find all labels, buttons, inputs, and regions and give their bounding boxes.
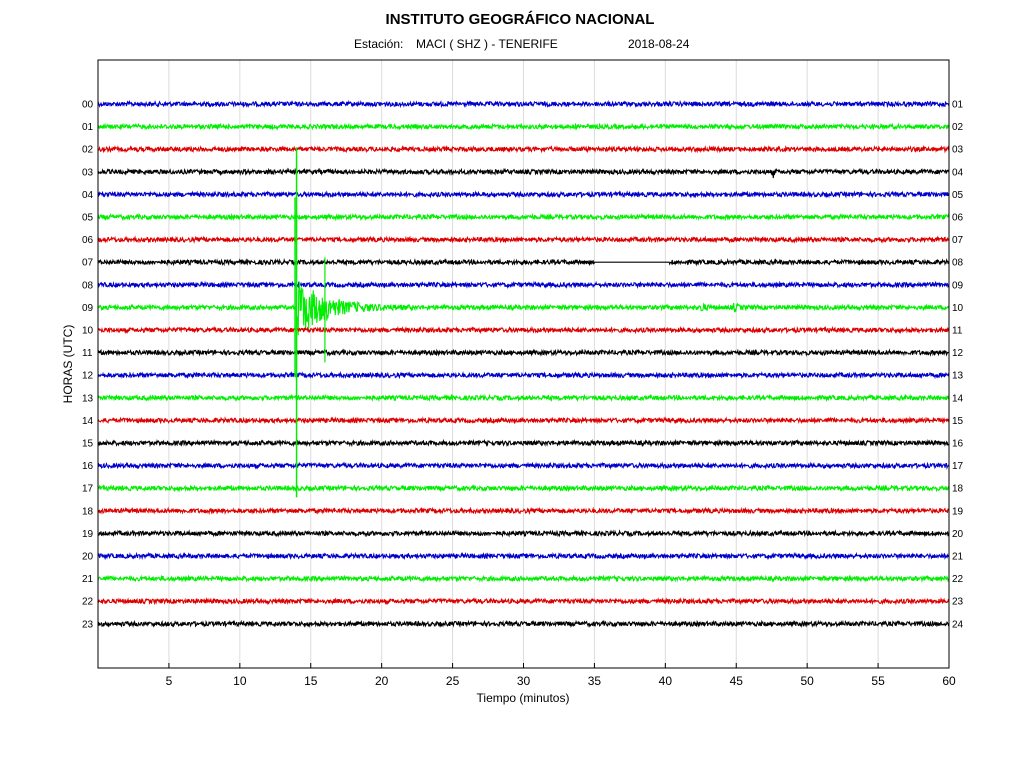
- station-name: MACI ( SHZ ) - TENERIFE: [416, 37, 558, 51]
- row-label-right: 16: [952, 439, 964, 450]
- chart-title: INSTITUTO GEOGRÁFICO NACIONAL: [385, 11, 655, 28]
- row-label-left: 05: [82, 213, 94, 224]
- row-label-left: 01: [82, 122, 94, 133]
- seismic-trace: [97, 529, 950, 538]
- row-label-left: 12: [82, 371, 94, 382]
- x-tick-label: 25: [446, 674, 460, 688]
- row-label-right: 17: [952, 461, 964, 472]
- seismic-trace: [97, 348, 950, 357]
- seismic-trace: [97, 325, 950, 335]
- seismic-trace: [97, 190, 950, 199]
- row-label-right: 24: [952, 619, 964, 630]
- x-tick-label: 60: [942, 674, 956, 688]
- x-tick-label: 30: [517, 674, 531, 688]
- row-label-right: 13: [952, 371, 964, 382]
- row-label-left: 19: [82, 529, 94, 540]
- x-axis-ticks: 5 10 15 20 25 30 35 40 45 50 55 60: [166, 663, 956, 688]
- row-label-left: 14: [82, 416, 94, 427]
- row-label-left: 00: [82, 100, 94, 111]
- row-label-right: 02: [952, 122, 964, 133]
- seismic-trace: [97, 596, 950, 606]
- row-label-left: 17: [82, 484, 94, 495]
- row-label-left: 09: [82, 303, 94, 314]
- row-label-right: 22: [952, 574, 964, 585]
- recording-date: 2018-08-24: [628, 37, 690, 51]
- seismic-trace: [97, 483, 950, 493]
- x-tick-label: 50: [800, 674, 814, 688]
- row-label-right: 20: [952, 529, 964, 540]
- x-axis-label: Tiempo (minutos): [477, 691, 570, 705]
- seismic-trace: [97, 144, 950, 154]
- row-label-right: 15: [952, 416, 964, 427]
- row-label-left: 16: [82, 461, 94, 472]
- row-label-left: 21: [82, 574, 94, 585]
- row-label-right: 10: [952, 303, 964, 314]
- row-label-left: 10: [82, 326, 94, 337]
- x-tick-label: 10: [233, 674, 247, 688]
- row-labels: 00 01 02 03 04 05 06 07 08 09 10 11 12 13 14 15 16 17 18 19…: [82, 100, 964, 631]
- seismic-trace: [97, 438, 950, 448]
- seismic-trace: [97, 167, 950, 179]
- row-label-right: 14: [952, 393, 964, 404]
- row-label-left: 06: [82, 235, 94, 246]
- x-tick-label: 40: [659, 674, 673, 688]
- row-label-right: 09: [952, 280, 964, 291]
- x-tick-label: 15: [304, 674, 318, 688]
- seismic-trace: [97, 235, 950, 244]
- row-label-left: 04: [82, 190, 94, 201]
- x-tick-label: 45: [730, 674, 744, 688]
- seismic-traces: [97, 99, 950, 629]
- seismic-trace: [97, 122, 950, 131]
- x-tick-label: 5: [166, 674, 173, 688]
- seismic-trace: [97, 551, 950, 561]
- y-axis-label: HORAS (UTC): [61, 325, 75, 404]
- grid-lines: [168, 60, 879, 668]
- row-label-left: 07: [82, 258, 94, 269]
- row-label-left: 11: [82, 348, 93, 359]
- row-label-left: 15: [82, 439, 94, 450]
- row-label-left: 23: [82, 619, 94, 630]
- row-label-right: 03: [952, 145, 964, 156]
- row-label-right: 19: [952, 506, 964, 517]
- seismic-trace: [97, 370, 950, 380]
- row-label-right: 05: [952, 190, 964, 201]
- x-tick-label: 20: [375, 674, 389, 688]
- row-label-right: 06: [952, 213, 964, 224]
- row-label-right: 04: [952, 167, 964, 178]
- x-tick-label: 35: [588, 674, 602, 688]
- row-label-right: 01: [952, 100, 964, 111]
- seismic-trace: [97, 257, 950, 267]
- seismic-trace: [97, 619, 950, 629]
- seismic-trace: [97, 280, 950, 290]
- row-label-left: 20: [82, 552, 94, 563]
- row-label-left: 18: [82, 506, 94, 517]
- row-label-right: 23: [952, 597, 964, 608]
- seismic-trace: [97, 574, 950, 583]
- row-label-left: 13: [82, 393, 94, 404]
- row-label-left: 22: [82, 597, 94, 608]
- row-label-left: 03: [82, 167, 94, 178]
- row-label-right: 08: [952, 258, 964, 269]
- row-label-right: 12: [952, 348, 964, 359]
- row-label-right: 18: [952, 484, 964, 495]
- x-tick-label: 55: [871, 674, 885, 688]
- row-label-left: 02: [82, 145, 94, 156]
- station-prefix: Estación:: [354, 37, 404, 51]
- seismic-trace: [97, 212, 950, 222]
- seismic-trace: [97, 393, 950, 403]
- seismic-trace: [97, 461, 950, 470]
- row-label-right: 07: [952, 235, 964, 246]
- row-label-right: 21: [952, 552, 964, 563]
- seismic-trace: [97, 416, 950, 425]
- seismic-trace: [97, 281, 950, 336]
- seismic-trace: [97, 506, 950, 516]
- seismic-trace: [97, 99, 950, 109]
- row-label-right: 11: [952, 326, 963, 337]
- row-label-left: 08: [82, 280, 94, 291]
